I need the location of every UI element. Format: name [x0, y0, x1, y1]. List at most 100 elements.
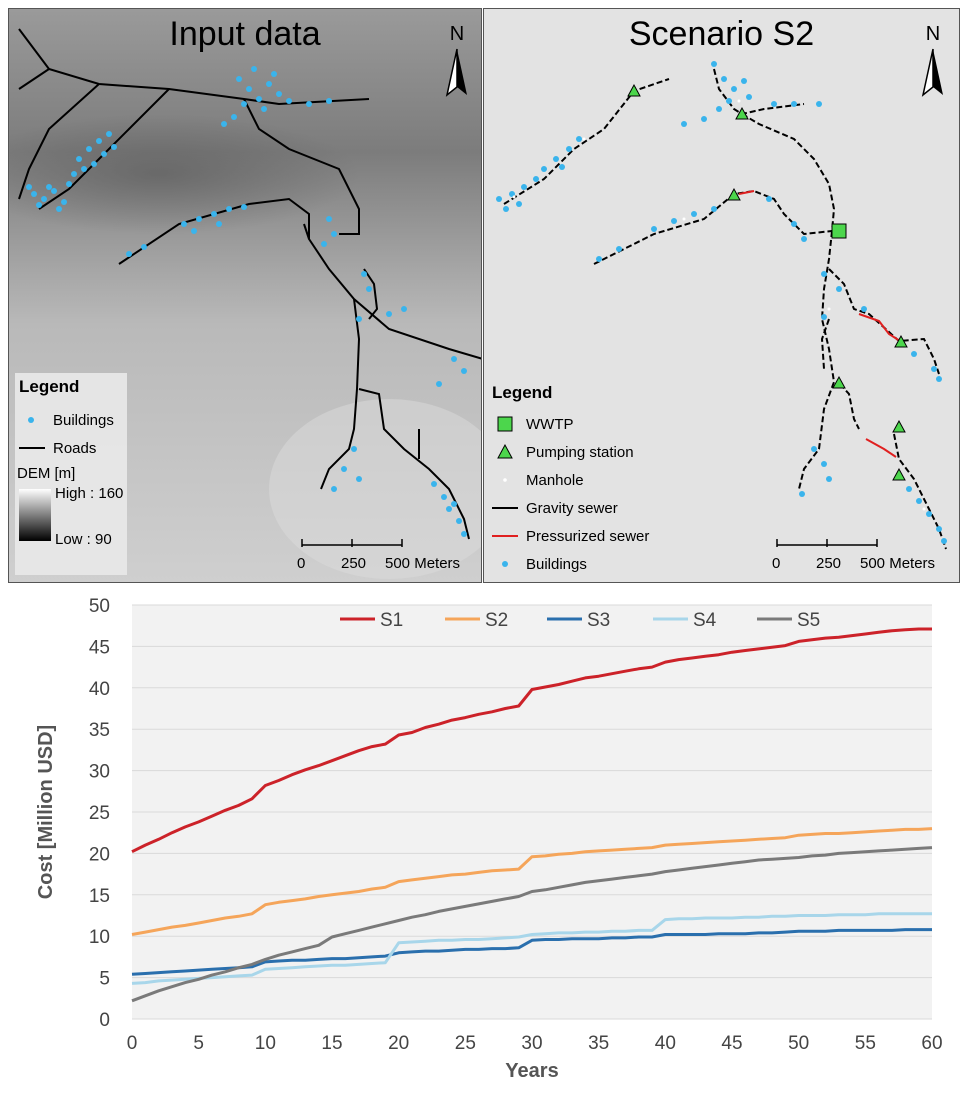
x-tick-label: 30 — [521, 1033, 542, 1054]
legend-label: Manhole — [526, 471, 584, 489]
legend-title: Legend — [19, 377, 80, 396]
series-line-s1 — [131, 627, 932, 854]
scale-tick-500: 500 Meters — [385, 555, 461, 572]
road — [358, 388, 470, 540]
legend-item-wwtp: WWTP — [492, 413, 573, 435]
chart-svg: 0 5 10 15 20 25 30 35 40 45 50 0 5 10 15 20 25 30 35 40 45 50… — [35, 596, 943, 1082]
y-tick-label: 10 — [89, 927, 110, 948]
dem-low: Low : 90 — [55, 531, 112, 548]
dem-lowland — [269, 399, 481, 579]
gravity-sewer — [798, 230, 836, 490]
road — [18, 68, 50, 90]
dem-label: DEM [m] — [17, 465, 76, 482]
y-tick-label: 30 — [89, 762, 110, 783]
scenario-map-layer — [496, 61, 947, 550]
y-tick-label: 25 — [89, 803, 110, 824]
x-tick-label: 50 — [788, 1033, 809, 1054]
y-axis-title: Cost [Million USD] — [35, 725, 57, 899]
dem-valley-shade — [9, 114, 359, 234]
legend-item-pressurized: Pressurized sewer — [492, 525, 649, 547]
gravity-sewer — [893, 433, 947, 550]
scale-bar-line — [301, 539, 403, 547]
north-label: N — [925, 23, 941, 45]
buildings-layer — [26, 66, 467, 537]
scale-bar: 0 250 500 Meters — [772, 535, 952, 575]
legend-label-s2: S2 — [485, 610, 508, 631]
pressurized-sewer — [858, 313, 901, 342]
x-tick-label: 10 — [255, 1033, 276, 1054]
scale-bar: 0 250 500 Meters — [297, 535, 473, 575]
road — [18, 83, 100, 200]
scenario-legend: Legend WWTP Pumping station Manhole Grav… — [488, 379, 728, 579]
pumping-station — [832, 375, 846, 389]
legend-label: Buildings — [526, 555, 587, 573]
building-dot-icon — [492, 555, 518, 573]
y-tick-label: 0 — [99, 1010, 110, 1031]
north-arrow-icon: N — [915, 23, 951, 105]
x-tick-label: 35 — [588, 1033, 609, 1054]
legend-label: Pumping station — [526, 443, 634, 461]
roads-layer — [18, 28, 481, 540]
wwtp-square-icon — [492, 415, 518, 433]
north-label: N — [449, 23, 465, 45]
y-tick-label: 20 — [89, 844, 110, 865]
y-tick-label: 45 — [89, 637, 110, 658]
gravity-sewer — [741, 113, 836, 232]
left-panel-title: Input data — [169, 15, 321, 53]
road-line-icon — [19, 439, 45, 457]
pressurized-line-icon — [492, 527, 518, 545]
buildings-layer — [496, 61, 947, 544]
pumping-station — [627, 83, 641, 97]
pumping-station — [892, 419, 906, 433]
scale-tick-250: 250 — [341, 555, 367, 572]
legend-label: Roads — [53, 439, 97, 457]
series-line-s3 — [131, 928, 932, 976]
legend-item-roads: Roads — [19, 437, 96, 459]
gravity-sewer-layer — [503, 68, 947, 550]
x-tick-label: 15 — [321, 1033, 342, 1054]
pressurized-sewer-layer — [738, 190, 901, 458]
scenario-s2-map: Scenario S2 N Legend WWTP Pumping statio… — [483, 8, 960, 583]
legend-label-s1: S1 — [380, 610, 403, 631]
x-tick-label: 45 — [721, 1033, 742, 1054]
x-tick-label: 25 — [455, 1033, 476, 1054]
scale-bar-line — [776, 539, 878, 547]
road — [303, 223, 310, 240]
pumping-station — [735, 106, 749, 120]
pressurized-sewer — [738, 190, 755, 195]
legend-item-buildings: Buildings — [19, 409, 114, 431]
legend-label: WWTP — [526, 415, 574, 433]
legend-label: Pressurized sewer — [526, 527, 650, 545]
manhole-dot-icon — [492, 471, 518, 489]
x-tick-label: 40 — [655, 1033, 676, 1054]
dem-high: High : 160 — [55, 485, 124, 502]
legend-label: Gravity sewer — [526, 499, 618, 517]
road — [243, 98, 360, 235]
pumping-station — [727, 187, 741, 201]
series-line-s4 — [131, 912, 932, 985]
input-legend: Legend Buildings Roads DEM [m] High : 16… — [15, 373, 127, 575]
pump-triangle-icon — [492, 443, 518, 461]
y-tick-label: 40 — [89, 679, 110, 700]
scale-tick-0: 0 — [772, 555, 781, 572]
legend-item-gravity: Gravity sewer — [492, 497, 618, 519]
legend-item-buildings: Buildings — [492, 553, 587, 575]
legend-label-s5: S5 — [797, 610, 820, 631]
series-line-s2 — [131, 827, 933, 936]
gravity-sewer — [713, 68, 805, 116]
road — [320, 298, 361, 490]
pumping-station — [894, 334, 908, 348]
gravity-sewer — [828, 268, 940, 375]
right-panel-title: Scenario S2 — [628, 15, 815, 53]
wwtp-marker — [831, 223, 847, 239]
x-axis-title: Years — [505, 1060, 558, 1082]
pressurized-sewer — [865, 438, 897, 458]
road — [363, 268, 379, 320]
pumping-stations-layer — [627, 83, 908, 481]
y-tick-label: 50 — [89, 596, 110, 617]
x-tick-label: 55 — [855, 1033, 876, 1054]
gravity-line-icon — [492, 499, 518, 517]
x-tick-label: 5 — [193, 1033, 204, 1054]
scale-tick-0: 0 — [297, 555, 306, 572]
cost-line-chart: 0 5 10 15 20 25 30 35 40 45 50 0 5 10 15 20 25 30 35 40 45 50… — [0, 590, 967, 1102]
